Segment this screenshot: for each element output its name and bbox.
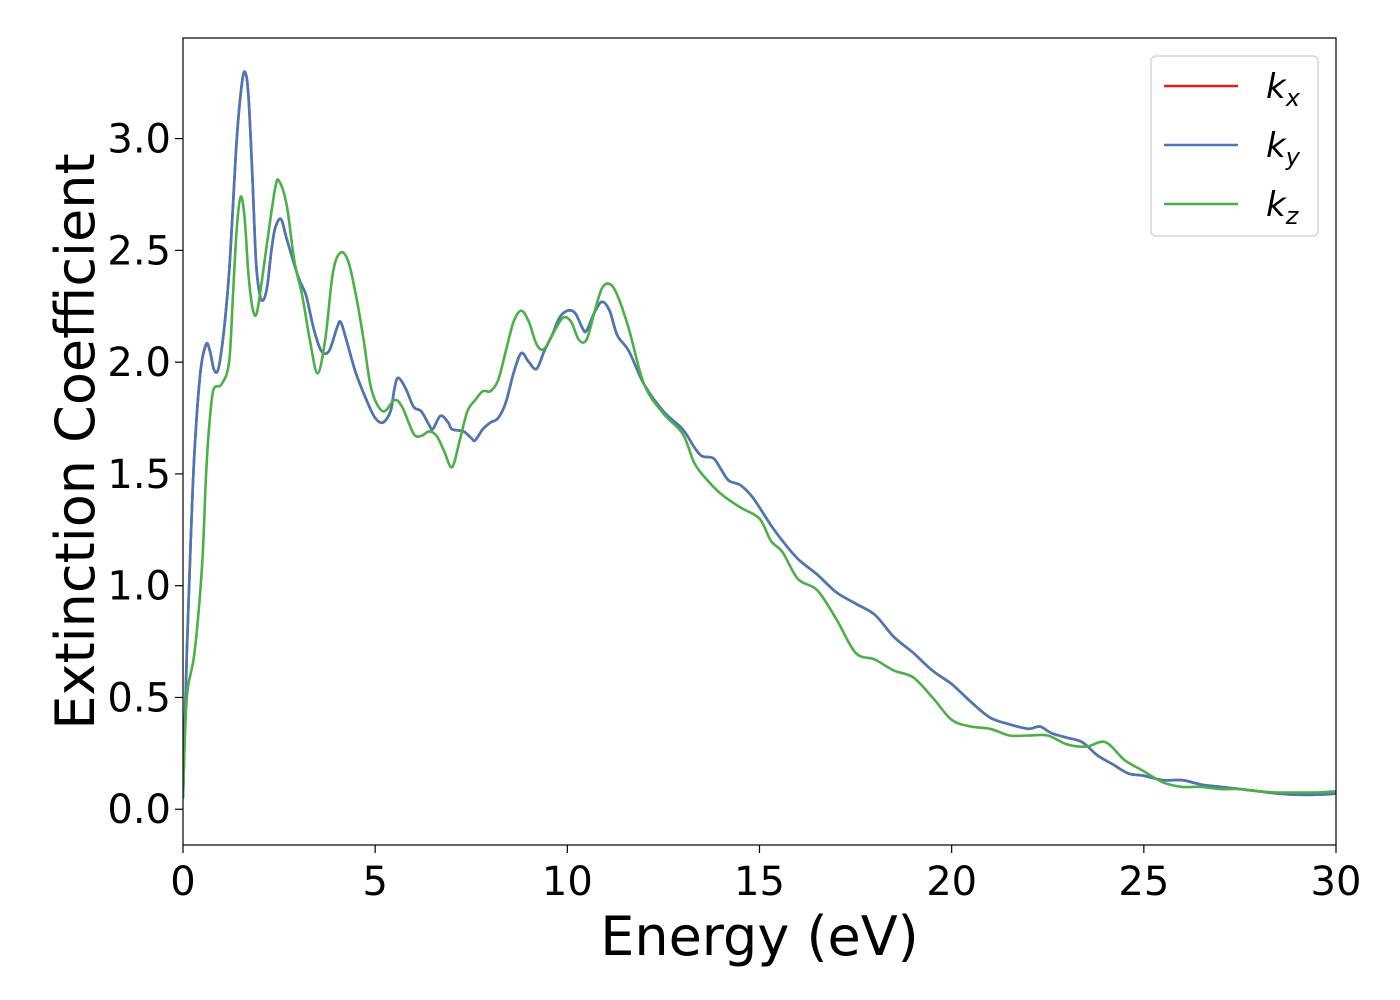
legend-label-sub: y	[1285, 143, 1301, 171]
legend-label-main: k	[1266, 67, 1287, 107]
legend-label-kz: kz	[1266, 185, 1300, 230]
x-axis-title: Energy (eV)	[600, 905, 919, 968]
legend-label-main: k	[1266, 185, 1287, 225]
y-tick-label: 1.0	[107, 564, 171, 610]
y-tick-label: 0.0	[107, 787, 171, 833]
series-line-ky	[183, 70, 1336, 799]
y-tick-label: 0.5	[107, 675, 171, 721]
x-tick-label: 15	[734, 859, 785, 905]
x-tick-label: 10	[542, 859, 593, 905]
y-tick-label: 2.0	[107, 340, 171, 386]
series-layer	[183, 70, 1336, 799]
series-line-kz	[183, 178, 1336, 799]
y-axis: 0.0 0.5 1.0 1.5 2.0 2.5 3.0	[107, 117, 183, 833]
legend-label-main: k	[1266, 126, 1287, 166]
x-tick-label: 30	[1311, 859, 1362, 905]
legend-label-sub: z	[1285, 202, 1300, 230]
legend-label-sub: x	[1285, 84, 1301, 112]
legend-label-kx: kx	[1266, 67, 1301, 112]
y-tick-label: 3.0	[107, 117, 171, 163]
legend-label-ky: ky	[1266, 126, 1301, 171]
x-axis: 0 5 10 15 20 25 30	[170, 845, 1361, 905]
x-tick-label: 0	[170, 859, 195, 905]
y-tick-label: 1.5	[107, 452, 171, 498]
x-tick-label: 25	[1118, 859, 1169, 905]
x-tick-label: 20	[926, 859, 977, 905]
x-tick-label: 5	[362, 859, 387, 905]
y-tick-label: 2.5	[107, 228, 171, 274]
y-axis-title: Extinction Coefficient	[44, 153, 107, 729]
